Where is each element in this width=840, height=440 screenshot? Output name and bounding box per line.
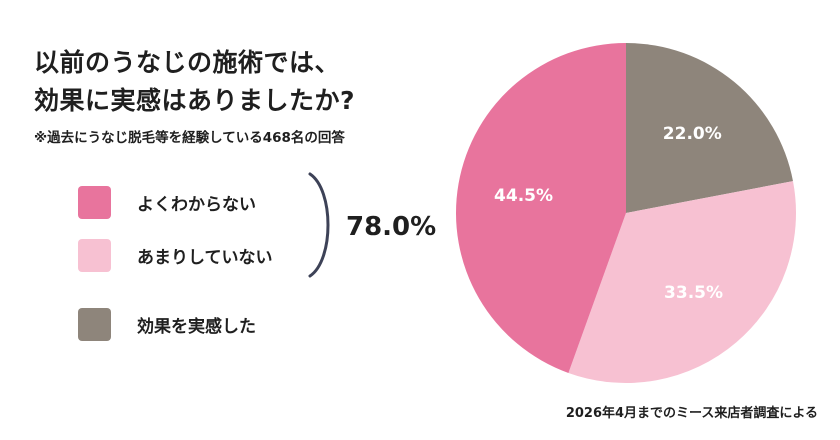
legend-swatch-unsure xyxy=(78,186,111,219)
legend-item-not-really: あまりしていない xyxy=(78,239,273,272)
chart-title-line-1: 以前のうなじの施術では、 xyxy=(34,48,341,77)
pie-label-not-really: 33.5% xyxy=(664,283,723,303)
legend-label-unsure: よくわからない xyxy=(137,195,256,215)
source-note: 2026年4月までのミース来店者調査による xyxy=(565,406,818,421)
legend-swatch-felt-effect xyxy=(78,308,111,341)
pie-slice-not-really xyxy=(568,181,796,384)
legend-label-felt-effect: 効果を実感した xyxy=(137,317,256,337)
pie-label-felt-effect: 22.0% xyxy=(663,124,722,144)
group-total-value: 78.0% xyxy=(346,212,437,242)
pie-label-unsure: 44.5% xyxy=(494,186,553,206)
brace-icon xyxy=(308,172,330,278)
chart-subtitle: ※過去にうなじ脱毛等を経験している468名の回答 xyxy=(34,130,345,146)
pie-slice-felt-effect xyxy=(626,43,793,213)
chart-title: 以前のうなじの施術では、 効果に実感はありましたか? xyxy=(34,44,355,120)
legend-swatch-not-really xyxy=(78,239,111,272)
legend-item-unsure: よくわからない xyxy=(78,186,256,219)
pie-slice-unsure xyxy=(455,43,626,373)
legend-label-not-really: あまりしていない xyxy=(137,248,273,268)
legend-item-felt-effect: 効果を実感した xyxy=(78,308,256,341)
chart-title-line-2: 効果に実感はありましたか? xyxy=(34,86,356,115)
